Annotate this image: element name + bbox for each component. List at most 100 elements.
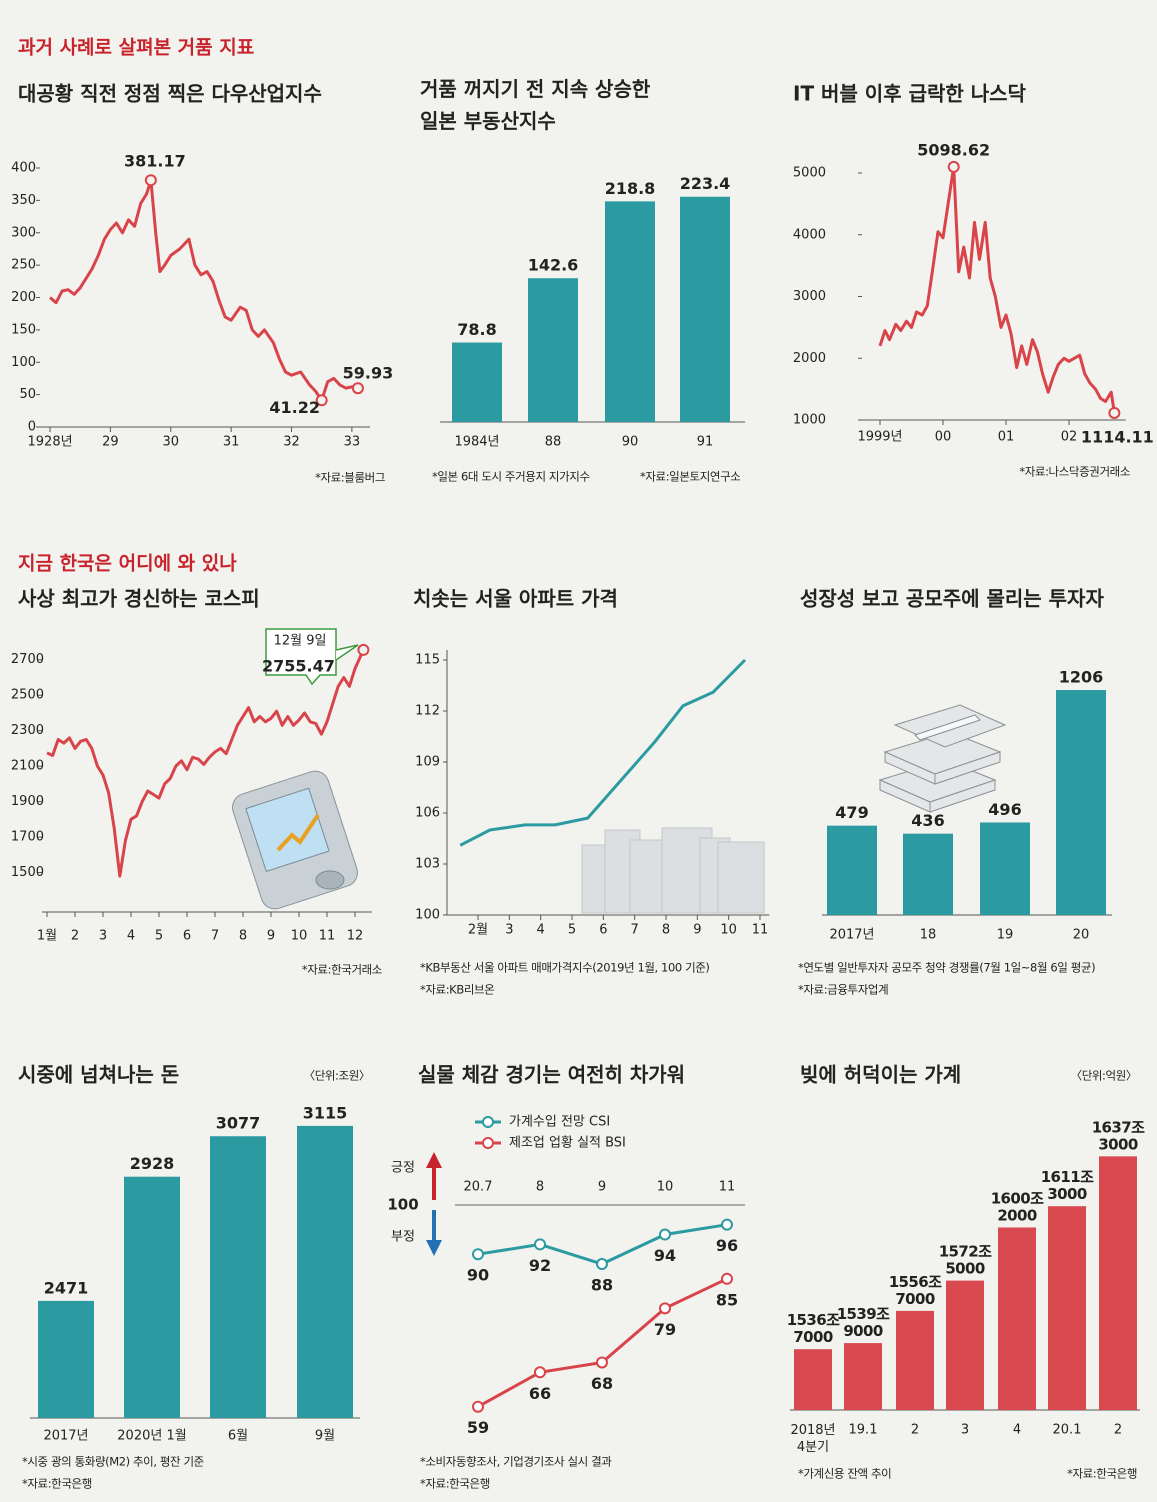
y-tick-label: 109 — [415, 755, 440, 770]
value-label: 5098.62 — [917, 140, 990, 159]
value-label-line: 1637조 — [1092, 1118, 1145, 1136]
y-tick-label: 3000 — [793, 289, 826, 304]
x-tick-label: 9 — [693, 923, 701, 938]
x-tick-label: 29 — [102, 435, 119, 450]
source-note: *가계신용 잔액 추이 — [798, 1467, 891, 1481]
x-tick-label: 6월 — [228, 1429, 248, 1444]
value-label-line: 9000 — [843, 1322, 883, 1340]
source-note: *KB부동산 서울 아파트 매매가격지수(2019년 1월, 100 기준) — [420, 961, 710, 975]
value-label-line: 7000 — [793, 1328, 833, 1346]
x-tick-label: 7 — [631, 923, 639, 938]
bar — [980, 822, 1030, 915]
value-label: 142.6 — [528, 256, 579, 275]
value-label-line: 3000 — [1047, 1185, 1087, 1203]
chart-title-line: 일본 부동산지수 — [420, 109, 556, 133]
point — [596, 1258, 608, 1271]
x-tick-label: 12 — [347, 929, 364, 944]
value-label: 1556조 7000 — [889, 1272, 942, 1307]
source-note: *일본 6대 도시 주거용지 지가지수 — [432, 470, 590, 484]
value-label: 1206 — [1059, 668, 1104, 687]
source-note: *자료:한국거래소 — [302, 963, 382, 977]
y-tick-label: 2000 — [793, 351, 826, 366]
x-tick-label: 10 — [720, 923, 737, 938]
chart-title: IT 버블 이후 급락한 나스닥 — [793, 82, 1027, 106]
value-label: 1637조 3000 — [1092, 1118, 1145, 1153]
y-tick-label: 150 — [11, 322, 36, 337]
y-tick-label: 115 — [415, 653, 440, 668]
x-tick-label: 6 — [183, 929, 191, 944]
value-label: 68 — [591, 1374, 613, 1393]
value-label-line: 3000 — [1098, 1135, 1138, 1153]
value-label-line: 1611조 — [1041, 1168, 1094, 1186]
x-tick-label: 2020년 1월 — [117, 1429, 186, 1444]
point — [534, 1238, 546, 1251]
point — [472, 1400, 484, 1413]
y-tick-label: 103 — [415, 857, 440, 872]
legend-marker — [482, 1116, 494, 1128]
y-tick-label: 100 — [415, 908, 440, 923]
x-tick-label: 2018년 4분기 — [790, 1423, 835, 1455]
x-tick-label: 2 — [911, 1423, 919, 1438]
x-tick-label: 31 — [223, 435, 240, 450]
value-label-line: 1556조 — [889, 1272, 942, 1290]
source-note: *자료:한국은행 — [420, 1477, 490, 1491]
y-tick-label: 1700 — [11, 830, 44, 845]
bar — [903, 833, 953, 915]
bar — [452, 342, 502, 422]
x-tick-label: 20 — [1073, 928, 1090, 943]
x-tick-label: 6 — [599, 923, 607, 938]
x-tick-label: 2017년 — [43, 1429, 88, 1444]
line — [459, 658, 747, 847]
x-tick-label: 20.7 — [464, 1180, 493, 1195]
value-label-line: 2000 — [997, 1206, 1037, 1224]
y-tick-label: 1500 — [11, 865, 44, 880]
buildings-illustration — [581, 827, 765, 914]
y-tick-label: 2700 — [11, 652, 44, 667]
highlight-point — [315, 394, 328, 407]
value-label: 3115 — [303, 1103, 348, 1122]
bar — [827, 825, 877, 915]
highlight-point — [351, 382, 364, 395]
highlight-point — [947, 160, 960, 173]
value-label: 90 — [467, 1266, 489, 1285]
x-tick-label: 30 — [163, 435, 180, 450]
source-note: *자료:금융투자업계 — [798, 983, 888, 997]
value-label-line: 1536조 — [787, 1311, 840, 1329]
legend-label: 가계수입 전망 CSI — [509, 1115, 610, 1130]
x-tick-label: 1월 — [37, 929, 57, 944]
x-tick-label: 10 — [657, 1180, 674, 1195]
x-tick-label: 01 — [998, 430, 1015, 445]
x-tick-label: 9 — [267, 929, 275, 944]
legend-marker — [482, 1137, 494, 1149]
x-tick-label: 18 — [920, 928, 937, 943]
section-title: 과거 사례로 살펴본 거품 지표 — [18, 37, 254, 59]
chart-title: 시중에 넘쳐나는 돈 — [18, 1063, 179, 1087]
y-tick-label: 106 — [415, 806, 440, 821]
value-label: 79 — [654, 1320, 676, 1339]
source-note: *자료:KB리브온 — [420, 983, 494, 997]
x-tick-label: 91 — [697, 435, 714, 450]
x-tick-label: 11 — [719, 1180, 736, 1195]
value-label: 92 — [529, 1256, 551, 1275]
y-tick-label: 400 — [11, 161, 36, 176]
line — [49, 178, 359, 402]
x-tick-label: 8 — [536, 1180, 544, 1195]
x-tick-label: 20.1 — [1053, 1423, 1082, 1438]
source-note: *자료:블룸버그 — [315, 471, 385, 485]
x-tick-label: 1999년 — [857, 430, 902, 445]
value-label-line: 1600조 — [991, 1189, 1044, 1207]
y-tick-label: 100 — [11, 355, 36, 370]
up-arrow — [426, 1152, 442, 1200]
highlight-point — [357, 643, 370, 656]
x-tick-label: 1984년 — [454, 435, 499, 450]
value-label-line: 5000 — [945, 1259, 985, 1277]
bar — [1099, 1156, 1137, 1410]
x-tick-label: 3 — [505, 923, 513, 938]
value-label: 496 — [988, 800, 1021, 819]
value-label: 1600조 2000 — [991, 1189, 1044, 1224]
y-tick-label: 350 — [11, 193, 36, 208]
chart-title-line: 거품 꺼지기 전 지속 상승한 — [420, 77, 651, 101]
value-label: 59.93 — [343, 364, 394, 383]
